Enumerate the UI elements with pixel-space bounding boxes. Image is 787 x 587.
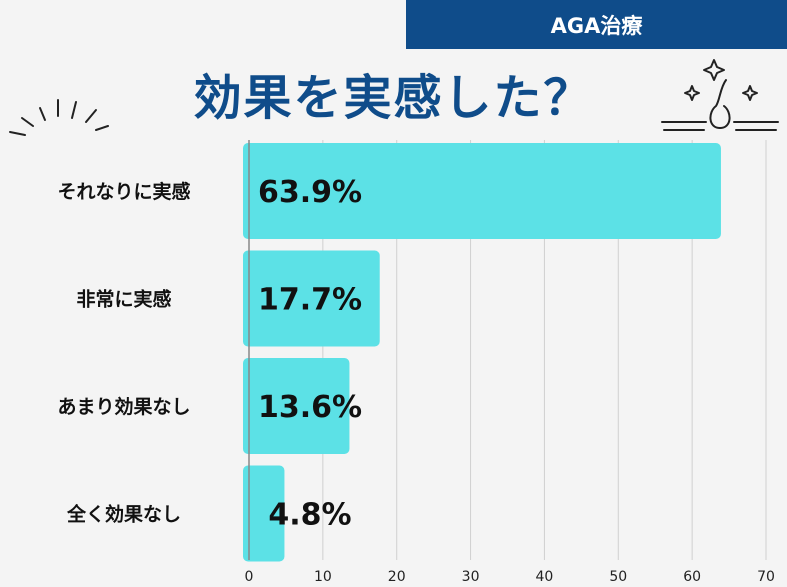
sparkle-lines-icon <box>9 99 109 136</box>
x-tick-label: 50 <box>609 569 627 585</box>
category-tag-label: AGA治療 <box>550 13 643 38</box>
hair-follicle-icon <box>661 59 779 131</box>
x-tick-label: 20 <box>388 569 406 585</box>
bar <box>243 143 721 239</box>
value-label: 63.9% <box>258 175 362 210</box>
category-label: 全く効果なし <box>66 503 181 526</box>
bar <box>243 250 380 347</box>
category-label: 非常に実感 <box>76 288 171 311</box>
category-label: あまり効果なし <box>57 395 190 418</box>
x-tick-label: 40 <box>536 569 554 585</box>
bar <box>243 465 285 562</box>
x-tick-label: 70 <box>757 569 775 585</box>
x-tick-label: 0 <box>245 569 254 585</box>
x-tick-label: 60 <box>683 569 701 585</box>
bar <box>243 358 350 454</box>
value-label: 4.8% <box>268 498 351 533</box>
value-label: 13.6% <box>258 390 362 425</box>
category-tag: AGA治療 <box>406 0 787 49</box>
category-label: それなりに実感 <box>57 180 190 203</box>
chart-title: 効果を実感した？ <box>193 70 594 126</box>
value-label: 17.7% <box>258 283 362 318</box>
x-tick-label: 30 <box>462 569 480 585</box>
x-tick-label: 10 <box>314 569 332 585</box>
